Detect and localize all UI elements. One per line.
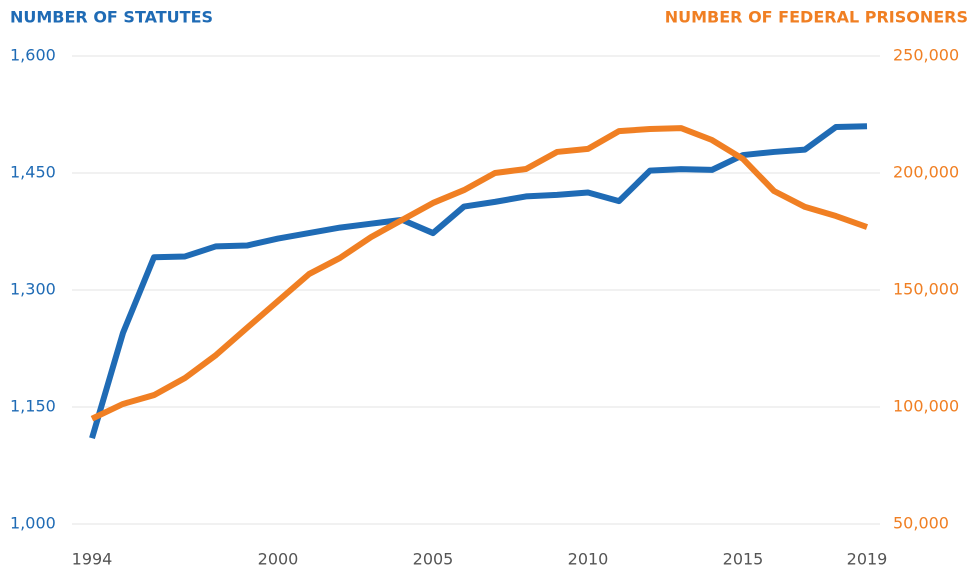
y2-tick-label: 250,000 [893, 46, 959, 65]
x-tick-label: 2010 [568, 550, 609, 569]
x-tick-label: 1994 [72, 550, 113, 569]
data-line [90, 125, 869, 422]
y-tick-label: 1,300 [10, 280, 56, 299]
y-tick-label: 1,600 [10, 46, 56, 65]
x-tick-label: 2005 [413, 550, 454, 569]
y2-tick-label: 150,000 [893, 280, 959, 299]
y-tick-label: 1,150 [10, 397, 56, 416]
x-tick-label: 2019 [847, 550, 888, 569]
y-axis-title: NUMBER OF STATUTES [10, 8, 213, 27]
y2-axis-title: NUMBER OF FEDERAL PRISONERS [665, 8, 968, 27]
y2-tick-label: 100,000 [893, 397, 959, 416]
y2-tick-label: 200,000 [893, 163, 959, 182]
x-tick-label: 2000 [258, 550, 299, 569]
y2-tick-label: 50,000 [893, 514, 949, 533]
y-tick-label: 1,000 [10, 514, 56, 533]
x-tick-label: 2015 [723, 550, 764, 569]
y-tick-label: 1,450 [10, 163, 56, 182]
